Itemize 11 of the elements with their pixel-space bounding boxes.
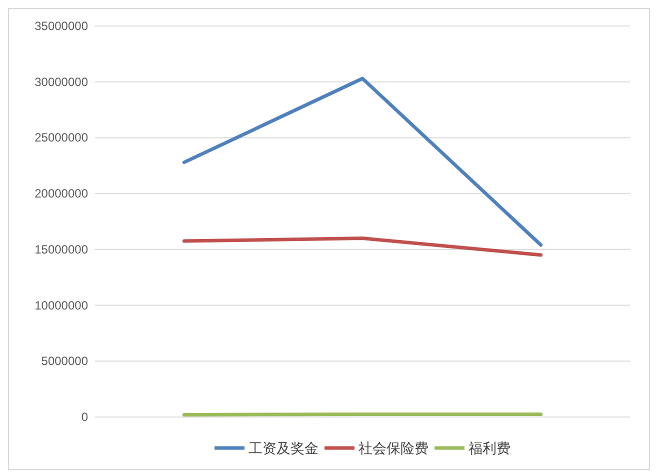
y-tick-label: 35000000 bbox=[34, 19, 88, 33]
y-tick-label: 30000000 bbox=[34, 74, 88, 89]
y-tick-label: 20000000 bbox=[34, 186, 88, 201]
legend-label: 福利费 bbox=[468, 440, 510, 456]
legend-label: 社会保险费 bbox=[358, 440, 428, 456]
y-tick-label: 5000000 bbox=[41, 354, 88, 368]
y-tick-label: 15000000 bbox=[34, 242, 88, 256]
legend-label: 工资及奖金 bbox=[248, 440, 318, 456]
y-tick-label: 25000000 bbox=[34, 130, 88, 145]
y-tick-label: 0 bbox=[81, 410, 88, 424]
y-tick-label: 10000000 bbox=[34, 298, 88, 312]
